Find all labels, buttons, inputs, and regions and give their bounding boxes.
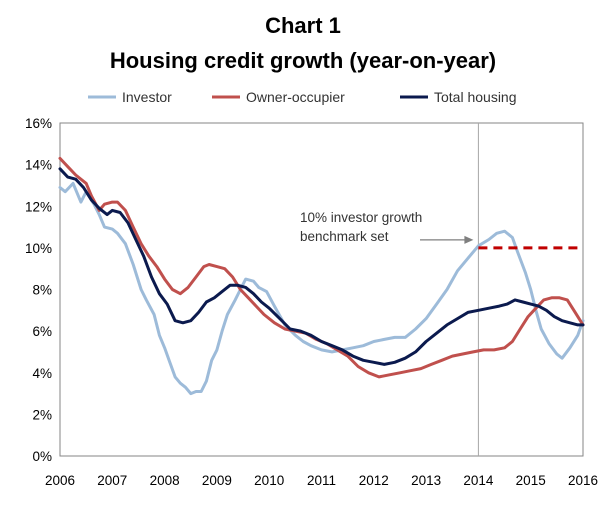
y-tick-label: 4% (32, 366, 52, 381)
y-tick-label: 10% (25, 241, 52, 256)
annotation-arrow-head (464, 235, 474, 244)
x-tick-label: 2013 (411, 473, 441, 488)
y-tick-label: 12% (25, 199, 52, 214)
y-tick-label: 8% (32, 283, 52, 298)
x-tick-label: 2008 (150, 473, 180, 488)
legend-label: Investor (122, 89, 172, 105)
y-tick-label: 14% (25, 158, 52, 173)
plot-area (58, 123, 585, 456)
annotation-text: benchmark set (300, 229, 389, 244)
series-line-total-housing (58, 167, 585, 366)
y-tick-label: 2% (32, 407, 52, 422)
chart-title-line-1: Chart 1 (265, 13, 341, 38)
x-tick-label: 2010 (254, 473, 284, 488)
plot-frame (59, 122, 584, 457)
legend-label: Total housing (434, 89, 517, 105)
x-tick-label: 2015 (516, 473, 546, 488)
y-tick-label: 16% (25, 116, 52, 131)
legend: Investor Owner-occupier Total housing (88, 89, 517, 105)
x-tick-label: 2011 (307, 473, 336, 488)
x-tick-label: 2007 (97, 473, 127, 488)
annotation-group: 10% investor growth benchmark set (300, 210, 474, 244)
x-tick-label: 2014 (463, 473, 494, 488)
y-tick-label: 0% (32, 449, 52, 464)
y-tick-label: 6% (32, 324, 52, 339)
annotation-text: 10% investor growth (300, 210, 422, 225)
x-tick-label: 2012 (359, 473, 389, 488)
series-line-investor (58, 181, 585, 396)
x-tick-label: 2006 (45, 473, 75, 488)
legend-label: Owner-occupier (246, 89, 345, 105)
x-tick-label: 2016 (568, 473, 598, 488)
chart-title-line-2: Housing credit growth (year-on-year) (110, 48, 496, 73)
series-line-owner-occupier (58, 156, 585, 379)
axes: 0% 2% 4% 6% 8% 10% 12% 14% 16% 2006 2007 2008 2009 20… (25, 116, 598, 488)
x-tick-label: 2009 (202, 473, 232, 488)
